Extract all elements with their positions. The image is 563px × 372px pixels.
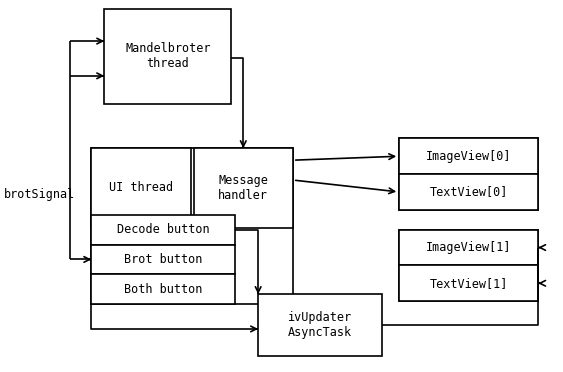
Bar (194, 148, 293, 228)
Bar (399, 230, 538, 265)
Text: TextView[1]: TextView[1] (430, 277, 508, 290)
Text: ImageView[0]: ImageView[0] (426, 150, 511, 163)
Bar (399, 230, 538, 301)
Text: Both button: Both button (124, 283, 203, 296)
Bar (91, 244, 235, 274)
Bar (399, 174, 538, 210)
Bar (91, 148, 293, 304)
Text: brotSignal: brotSignal (4, 189, 75, 201)
Bar (399, 138, 538, 174)
Text: Mandelbroter
thread: Mandelbroter thread (125, 42, 211, 70)
Text: Decode button: Decode button (117, 223, 209, 236)
Bar (258, 294, 382, 356)
Bar (399, 265, 538, 301)
Bar (91, 274, 235, 304)
Text: UI thread: UI thread (109, 182, 173, 195)
Text: TextView[0]: TextView[0] (430, 186, 508, 198)
Text: Brot button: Brot button (124, 253, 203, 266)
Bar (91, 148, 191, 228)
Bar (399, 138, 538, 210)
Text: ImageView[1]: ImageView[1] (426, 241, 511, 254)
Text: Message
handler: Message handler (218, 174, 268, 202)
Bar (91, 215, 235, 244)
Bar (104, 9, 231, 104)
Text: ivUpdater
AsyncTask: ivUpdater AsyncTask (288, 311, 352, 339)
